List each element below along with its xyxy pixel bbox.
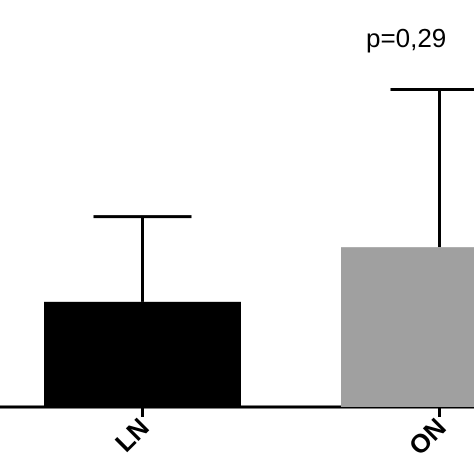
bar-ln — [44, 301, 241, 407]
p-value-annotation: p=0,29 — [366, 23, 446, 53]
category-label-on: ON — [403, 412, 452, 461]
category-labels: LN ON — [109, 412, 452, 461]
bar-on — [341, 247, 474, 407]
category-label-ln: LN — [109, 412, 155, 458]
bars-group — [44, 87, 474, 417]
